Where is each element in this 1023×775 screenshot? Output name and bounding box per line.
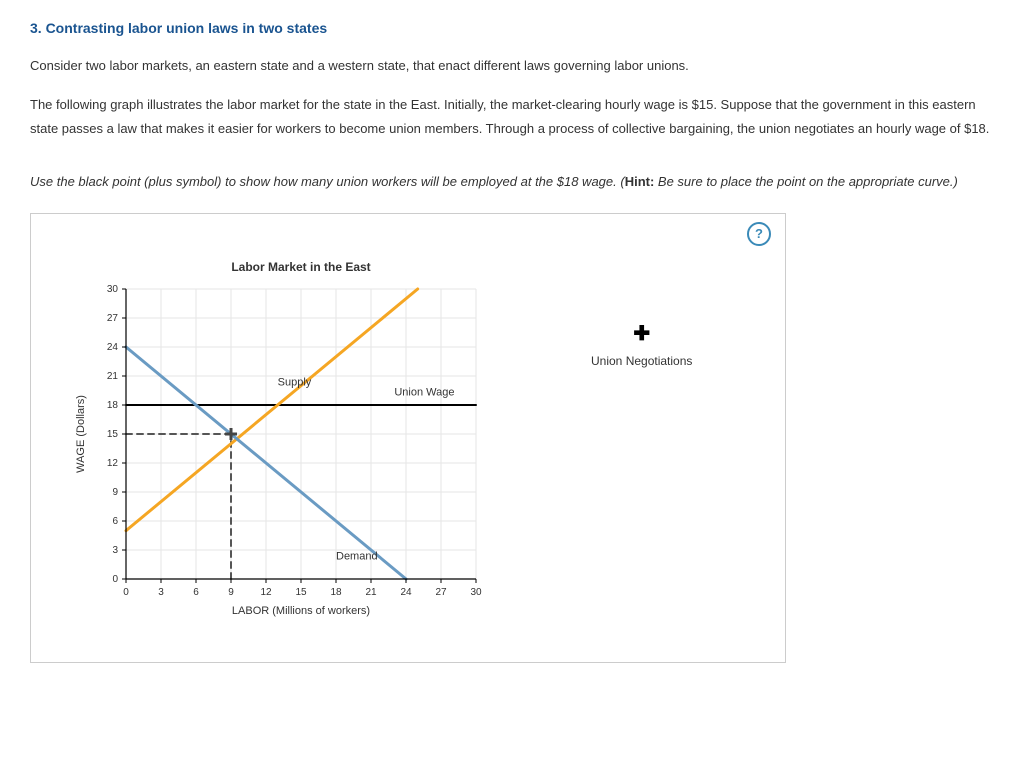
svg-text:Supply: Supply bbox=[278, 376, 312, 388]
svg-text:9: 9 bbox=[228, 587, 234, 598]
hint-bold: Hint: bbox=[625, 174, 655, 189]
svg-text:15: 15 bbox=[107, 429, 119, 440]
svg-text:0: 0 bbox=[112, 574, 118, 585]
chart-plot-area[interactable]: 0 3 6 9 12 15 18 21 24 27 30 0 3 6 9 12 15 18 21 24 27 30 Supp… bbox=[71, 284, 785, 647]
svg-text:27: 27 bbox=[435, 587, 447, 598]
svg-text:27: 27 bbox=[107, 313, 119, 324]
svg-text:0: 0 bbox=[123, 587, 129, 598]
svg-text:LABOR (Millions of workers): LABOR (Millions of workers) bbox=[232, 605, 370, 617]
svg-text:9: 9 bbox=[112, 487, 118, 498]
intro-para-1: Consider two labor markets, an eastern s… bbox=[30, 54, 993, 79]
svg-text:21: 21 bbox=[107, 371, 119, 382]
svg-text:24: 24 bbox=[400, 587, 412, 598]
chart-title: Labor Market in the East bbox=[91, 260, 511, 274]
plus-icon[interactable]: ✚ bbox=[591, 324, 692, 344]
hint-suffix: Be sure to place the point on the approp… bbox=[654, 174, 958, 189]
svg-text:15: 15 bbox=[295, 587, 307, 598]
svg-text:30: 30 bbox=[107, 284, 119, 295]
svg-text:Demand: Demand bbox=[336, 550, 378, 562]
svg-text:21: 21 bbox=[365, 587, 377, 598]
legend-union-negotiations[interactable]: ✚ Union Negotiations bbox=[591, 324, 692, 368]
svg-text:30: 30 bbox=[470, 587, 482, 598]
svg-text:24: 24 bbox=[107, 342, 119, 353]
svg-text:WAGE (Dollars): WAGE (Dollars) bbox=[75, 395, 87, 473]
question-title: 3. Contrasting labor union laws in two s… bbox=[30, 20, 993, 36]
svg-text:6: 6 bbox=[193, 587, 199, 598]
svg-text:18: 18 bbox=[330, 587, 342, 598]
help-icon[interactable]: ? bbox=[747, 222, 771, 246]
svg-text:3: 3 bbox=[158, 587, 164, 598]
svg-text:12: 12 bbox=[107, 458, 119, 469]
hint-prefix: Use the black point (plus symbol) to sho… bbox=[30, 174, 625, 189]
svg-text:18: 18 bbox=[107, 400, 119, 411]
chart-container: ? Labor Market in the East 0 3 6 9 12 15 18 21 2… bbox=[30, 213, 786, 663]
legend-label: Union Negotiations bbox=[591, 354, 692, 368]
intro-para-2: The following graph illustrates the labo… bbox=[30, 93, 993, 142]
svg-text:6: 6 bbox=[112, 516, 118, 527]
svg-text:12: 12 bbox=[260, 587, 272, 598]
hint-para: Use the black point (plus symbol) to sho… bbox=[30, 170, 993, 195]
svg-text:3: 3 bbox=[112, 545, 118, 556]
svg-text:Union Wage: Union Wage bbox=[394, 386, 454, 398]
